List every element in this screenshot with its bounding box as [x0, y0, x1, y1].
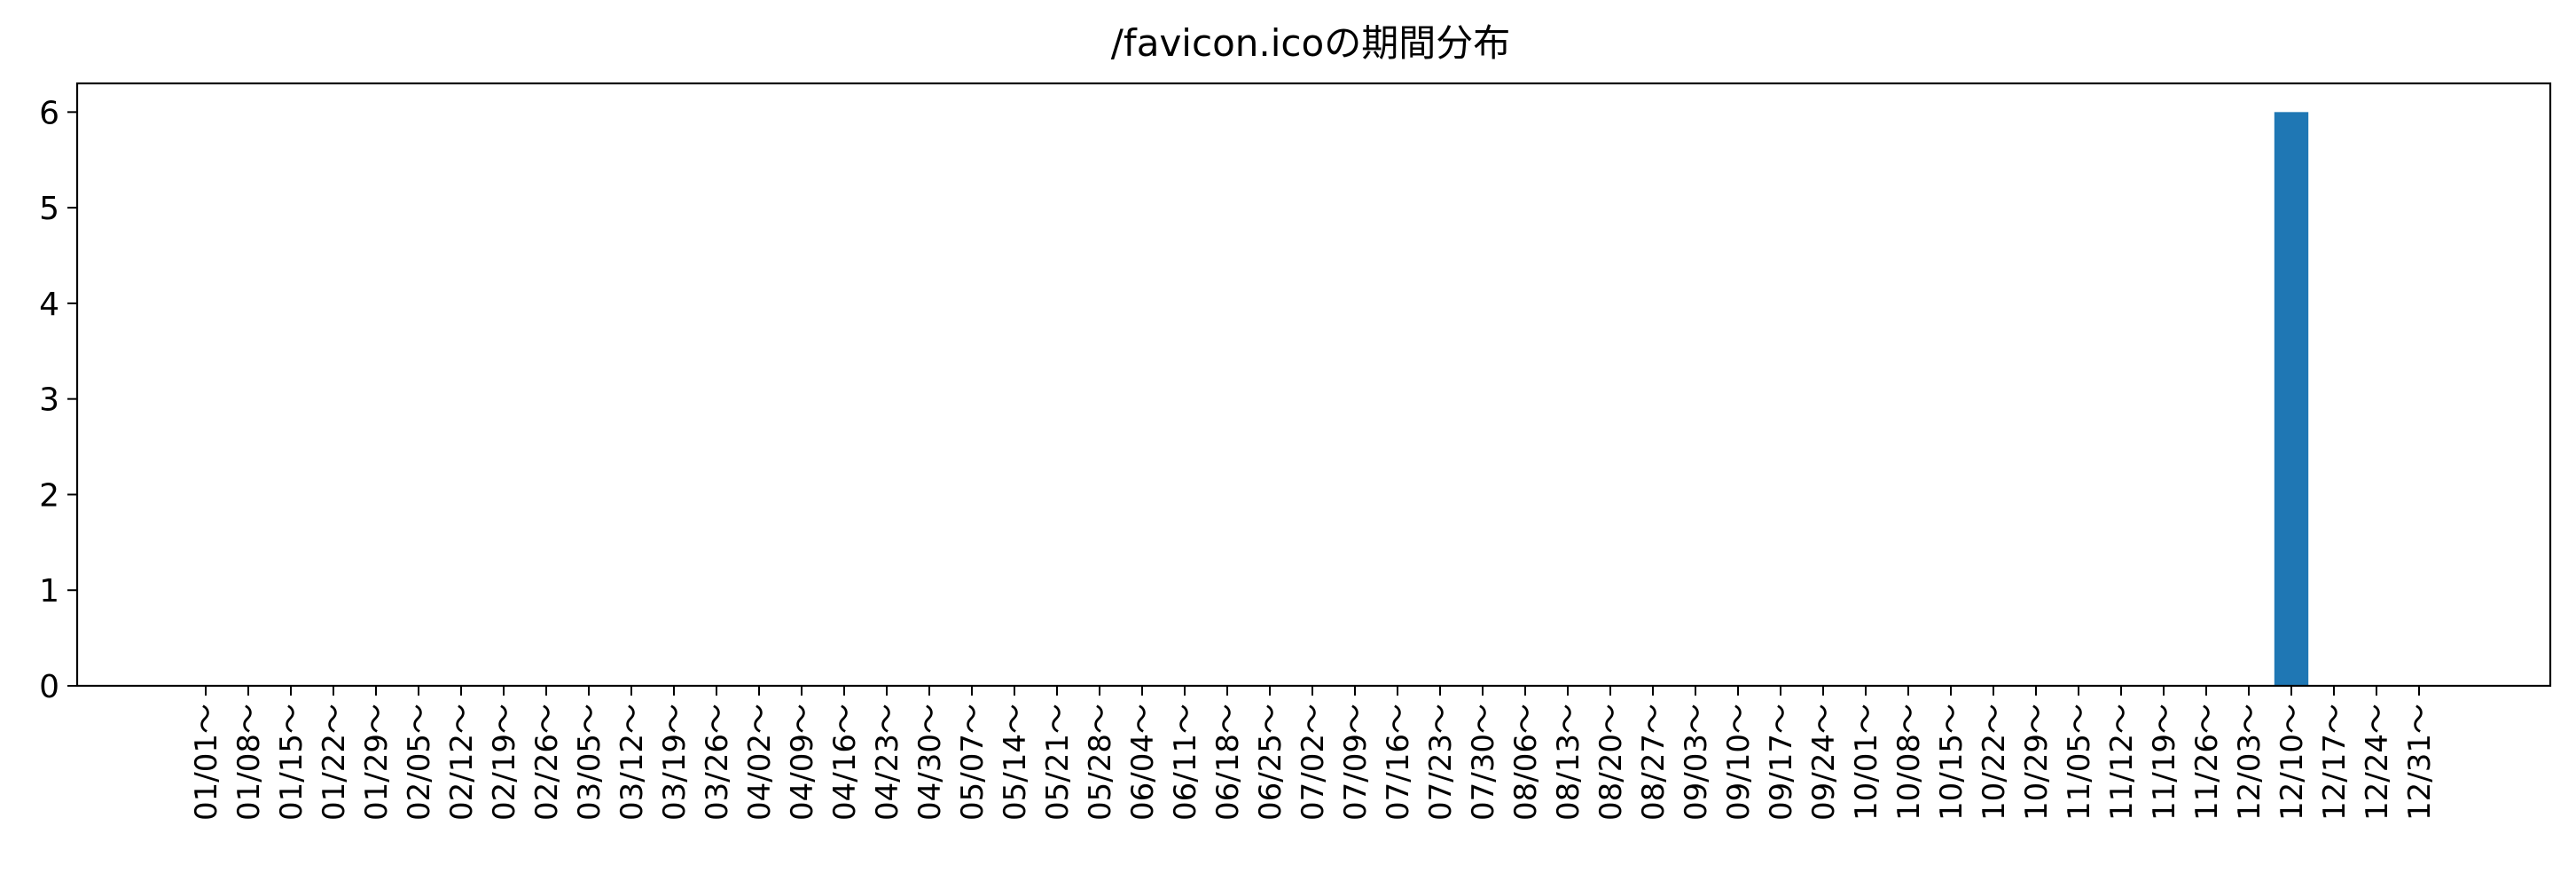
x-tick-label: 11/26～ [2189, 704, 2225, 821]
chart-title: /favicon.icoの期間分布 [1111, 21, 1510, 65]
x-tick-label: 02/26～ [529, 704, 565, 821]
y-tick-label: 0 [39, 669, 59, 705]
x-tick-label: 07/09～ [1338, 704, 1374, 821]
y-tick-label: 6 [39, 95, 59, 131]
plot-frame [75, 82, 2552, 688]
x-tick-label: 10/08～ [1891, 704, 1927, 821]
y-tick-label: 5 [39, 191, 59, 227]
x-tick-label: 12/03～ [2232, 704, 2267, 821]
bar [2274, 112, 2309, 686]
x-tick-label: 07/23～ [1423, 704, 1459, 821]
x-tick-label: 07/02～ [1296, 704, 1331, 821]
x-tick-label: 12/31～ [2402, 704, 2438, 821]
x-tick-label: 01/15～ [274, 704, 309, 821]
x-tick-label: 03/19～ [657, 704, 693, 821]
x-tick-label: 11/12～ [2104, 704, 2140, 821]
x-tick-label: 04/16～ [827, 704, 863, 821]
x-tick-label: 03/05～ [572, 704, 607, 821]
x-tick-label: 05/21～ [1040, 704, 1076, 821]
x-tick-label: 11/05～ [2062, 704, 2097, 821]
x-tick-label: 10/29～ [2019, 704, 2055, 821]
x-tick-label: 10/15～ [1934, 704, 1969, 821]
x-tick-label: 04/09～ [785, 704, 820, 821]
x-tick-label: 04/02～ [742, 704, 778, 821]
x-tick-label: 07/30～ [1466, 704, 1501, 821]
x-tick-label: 03/26～ [700, 704, 735, 821]
x-tick-label: 08/27～ [1636, 704, 1672, 821]
x-tick-label: 06/04～ [1125, 704, 1161, 821]
x-tick-label: 12/17～ [2317, 704, 2353, 821]
x-tick-label: 05/14～ [998, 704, 1033, 821]
x-tick-label: 01/29～ [359, 704, 395, 821]
x-tick-label: 01/08～ [231, 704, 267, 821]
bars-layer [2274, 112, 2309, 686]
x-tick-label: 08/13～ [1551, 704, 1586, 821]
x-tick-label: 09/24～ [1806, 704, 1842, 821]
x-tick-label: 12/24～ [2360, 704, 2395, 821]
x-tick-label: 02/12～ [444, 704, 480, 821]
x-tick-label: 08/06～ [1508, 704, 1544, 821]
x-tick-label: 05/28～ [1083, 704, 1118, 821]
x-tick-label: 09/03～ [1679, 704, 1714, 821]
x-tick-label: 06/11～ [1168, 704, 1203, 821]
y-tick-label: 4 [39, 287, 59, 323]
x-tick-label: 09/17～ [1764, 704, 1799, 821]
x-tick-label: 06/25～ [1253, 704, 1288, 821]
y-tick-label: 3 [39, 382, 59, 419]
x-tick-label: 06/18～ [1210, 704, 1246, 821]
x-tick-label: 01/22～ [317, 704, 352, 821]
x-tick-label: 01/01～ [189, 704, 224, 821]
x-tick-label: 08/20～ [1593, 704, 1629, 821]
x-tick-label: 12/10～ [2275, 704, 2310, 821]
x-tick-label: 11/19～ [2147, 704, 2182, 821]
y-tick-label: 1 [39, 573, 59, 610]
x-tick-label: 10/22～ [1977, 704, 2012, 821]
x-tick-label: 04/30～ [912, 704, 948, 821]
x-tick-label: 09/10～ [1721, 704, 1757, 821]
y-tick-label: 2 [39, 477, 59, 514]
x-tick-label: 04/23～ [870, 704, 905, 821]
x-tick-label: 02/19～ [487, 704, 522, 821]
x-tick-label: 03/12～ [615, 704, 650, 821]
x-tick-label: 07/16～ [1381, 704, 1416, 821]
x-tick-label: 05/07～ [955, 704, 990, 821]
x-tick-label: 02/05～ [402, 704, 437, 821]
x-tick-label: 10/01～ [1849, 704, 1884, 821]
